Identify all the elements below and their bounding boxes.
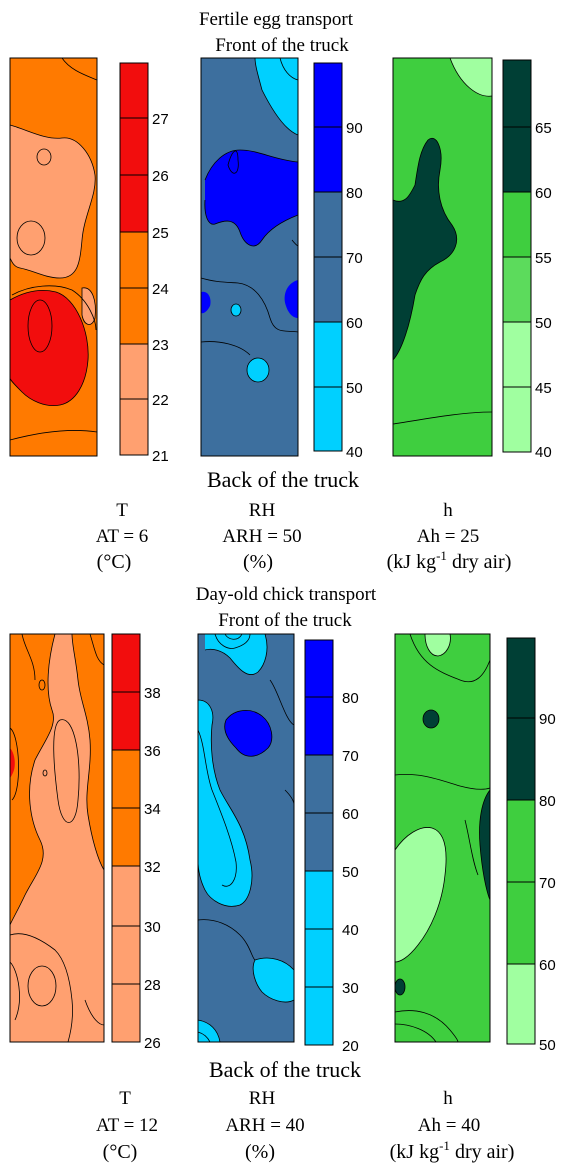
colorbar-tick: 28 bbox=[144, 977, 161, 994]
top-h-variable: h bbox=[443, 500, 453, 521]
top-enthalpy-colorbar: 65 60 55 50 45 40 bbox=[502, 59, 552, 461]
top-temperature-colorbar: 27 26 25 24 23 22 21 bbox=[119, 62, 169, 465]
colorbar-tick: 34 bbox=[144, 801, 161, 818]
top-rh-unit: (%) bbox=[243, 551, 273, 573]
top-back-label: Back of the truck bbox=[207, 467, 359, 492]
top-enthalpy-map bbox=[392, 57, 493, 457]
colorbar-tick: 55 bbox=[535, 250, 552, 267]
bottom-temperature-map bbox=[9, 633, 105, 1043]
bottom-enthalpy-colorbar: 90 80 70 60 50 bbox=[506, 637, 556, 1054]
top-humidity-colorbar: 90 80 70 60 50 40 bbox=[313, 62, 363, 461]
colorbar-tick: 20 bbox=[342, 1038, 359, 1055]
colorbar-tick: 40 bbox=[535, 444, 552, 461]
colorbar-tick: 90 bbox=[539, 711, 556, 728]
bottom-front-label: Front of the truck bbox=[218, 610, 352, 631]
bottom-back-label: Back of the truck bbox=[209, 1057, 361, 1082]
colorbar-tick: 32 bbox=[144, 859, 161, 876]
colorbar-tick: 70 bbox=[346, 250, 363, 267]
colorbar-tick: 60 bbox=[342, 806, 359, 823]
colorbar-tick: 26 bbox=[144, 1035, 161, 1052]
colorbar-tick: 50 bbox=[535, 315, 552, 332]
top-t-unit: (°C) bbox=[97, 551, 132, 573]
top-rh-average: ARH = 50 bbox=[222, 526, 301, 547]
colorbar-tick: 60 bbox=[535, 185, 552, 202]
colorbar-tick: 80 bbox=[342, 690, 359, 707]
bottom-temperature-colorbar: 38 36 34 32 30 28 26 bbox=[111, 633, 161, 1052]
top-title: Fertile egg transport bbox=[199, 9, 354, 30]
colorbar-tick: 36 bbox=[144, 743, 161, 760]
top-t-variable: T bbox=[116, 500, 128, 521]
bottom-h-average: Ah = 40 bbox=[418, 1115, 480, 1136]
colorbar-tick: 21 bbox=[152, 448, 169, 465]
bottom-t-average: AT = 12 bbox=[96, 1115, 158, 1136]
colorbar-tick: 30 bbox=[342, 980, 359, 997]
colorbar-tick: 70 bbox=[342, 748, 359, 765]
bottom-title: Day-old chick transport bbox=[196, 584, 377, 605]
colorbar-tick: 23 bbox=[152, 337, 169, 354]
colorbar-tick: 25 bbox=[152, 225, 169, 242]
colorbar-tick: 45 bbox=[535, 380, 552, 397]
colorbar-tick: 50 bbox=[346, 380, 363, 397]
top-h-unit: (kJ kg-1 dry air) bbox=[387, 548, 512, 573]
bottom-t-unit: (°C) bbox=[103, 1141, 138, 1163]
colorbar-tick: 38 bbox=[144, 685, 161, 702]
colorbar-tick: 50 bbox=[539, 1037, 556, 1054]
colorbar-tick: 24 bbox=[152, 281, 169, 298]
top-humidity-map bbox=[200, 57, 299, 457]
colorbar-tick: 26 bbox=[152, 168, 169, 185]
colorbar-tick: 27 bbox=[152, 111, 169, 128]
top-h-average: Ah = 25 bbox=[417, 526, 479, 547]
bottom-humidity-colorbar: 80 70 60 50 40 30 20 bbox=[304, 639, 359, 1055]
colorbar-tick: 22 bbox=[152, 392, 169, 409]
colorbar-tick: 65 bbox=[535, 120, 552, 137]
bottom-enthalpy-map bbox=[394, 633, 491, 1043]
colorbar-tick: 30 bbox=[144, 919, 161, 936]
colorbar-tick: 90 bbox=[346, 120, 363, 137]
bottom-rh-variable: RH bbox=[249, 1088, 276, 1109]
colorbar-tick: 40 bbox=[346, 444, 363, 461]
top-t-average: AT = 6 bbox=[96, 526, 149, 547]
colorbar-tick: 80 bbox=[346, 185, 363, 202]
colorbar-tick: 60 bbox=[346, 315, 363, 332]
bottom-humidity-map bbox=[197, 633, 295, 1043]
top-rh-variable: RH bbox=[249, 500, 276, 521]
colorbar-tick: 60 bbox=[539, 957, 556, 974]
colorbar-tick: 50 bbox=[342, 864, 359, 881]
top-temperature-map bbox=[9, 57, 98, 457]
colorbar-tick: 70 bbox=[539, 875, 556, 892]
bottom-rh-average: ARH = 40 bbox=[225, 1115, 304, 1136]
colorbar-tick: 40 bbox=[342, 922, 359, 939]
bottom-h-variable: h bbox=[443, 1088, 453, 1109]
colorbar-tick: 80 bbox=[539, 793, 556, 810]
top-front-label: Front of the truck bbox=[215, 35, 349, 56]
bottom-h-unit: (kJ kg-1 dry air) bbox=[390, 1138, 515, 1163]
bottom-rh-unit: (%) bbox=[245, 1141, 275, 1163]
bottom-t-variable: T bbox=[119, 1088, 131, 1109]
